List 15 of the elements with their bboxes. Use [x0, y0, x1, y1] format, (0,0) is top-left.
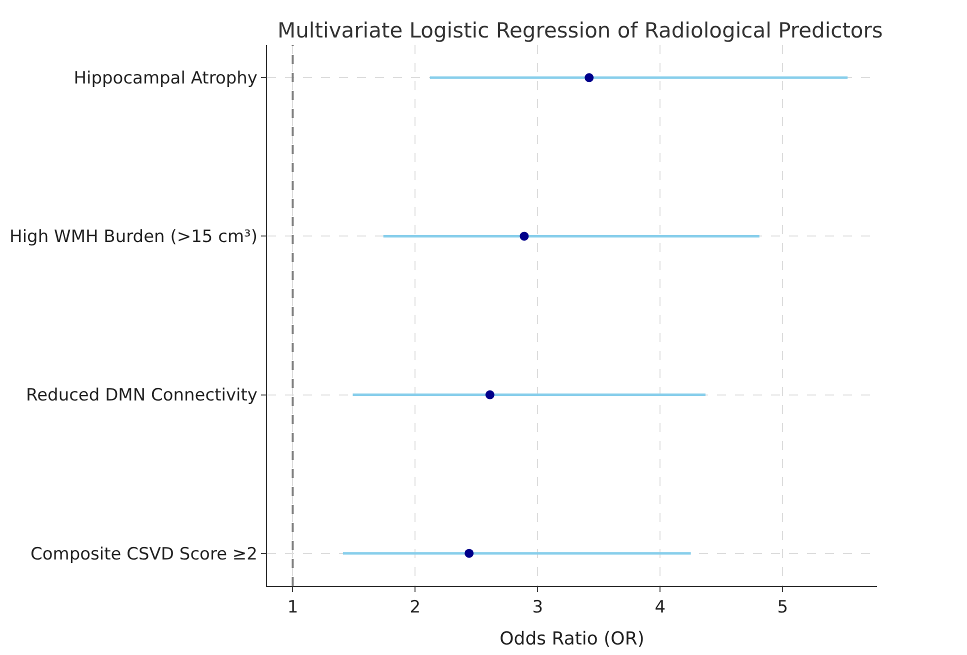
x-tick-label: 5 [777, 598, 788, 618]
x-tick-label: 3 [532, 598, 544, 618]
x-tick-label: 1 [287, 598, 298, 618]
point [520, 232, 529, 241]
chart-title: Multivariate Logistic Regression of Radiological Predictors [278, 18, 883, 43]
y-tick-label: Composite CSVD Score ≥2 [30, 544, 258, 564]
x-tick-label: 2 [410, 598, 421, 618]
x-tick-label: 4 [654, 598, 666, 618]
x-axis-title: Odds Ratio (OR) [500, 628, 644, 650]
y-tick-label: Hippocampal Atrophy [74, 68, 258, 89]
y-tick-label: Reduced DMN Connectivity [26, 386, 258, 406]
y-tick-label: High WMH Burden (>15 cm³) [10, 227, 258, 248]
point [464, 548, 474, 558]
point [584, 73, 594, 82]
point [485, 390, 494, 400]
